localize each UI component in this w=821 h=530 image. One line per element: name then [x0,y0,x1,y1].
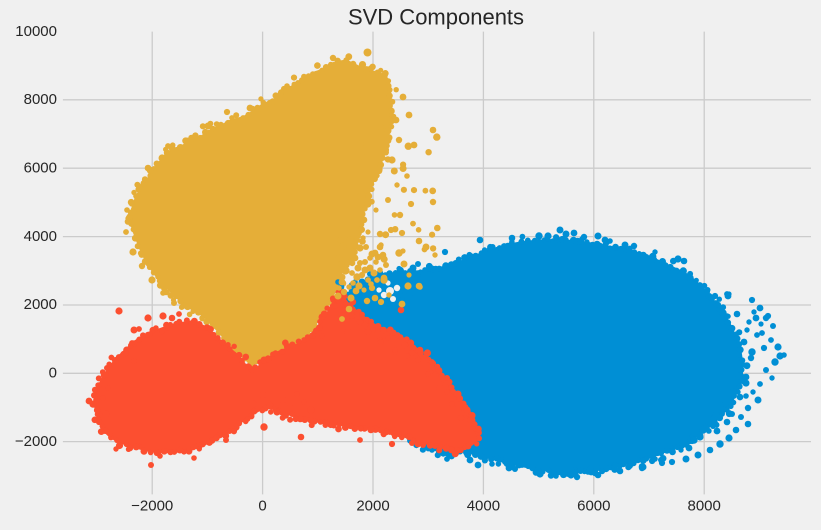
svg-text:8000: 8000 [688,498,721,515]
svg-text:2000: 2000 [356,498,389,515]
svg-text:8000: 8000 [24,91,57,108]
svg-text:6000: 6000 [577,498,610,515]
svg-text:SVD Components: SVD Components [348,5,524,30]
svg-text:10000: 10000 [15,23,57,40]
svg-text:0: 0 [49,365,57,382]
svg-text:0: 0 [258,498,266,515]
svg-text:2000: 2000 [24,296,57,313]
svg-text:6000: 6000 [24,159,57,176]
svg-text:4000: 4000 [24,228,57,245]
svg-text:−2000: −2000 [15,433,57,450]
svg-text:−2000: −2000 [131,498,173,515]
svg-text:4000: 4000 [467,498,500,515]
